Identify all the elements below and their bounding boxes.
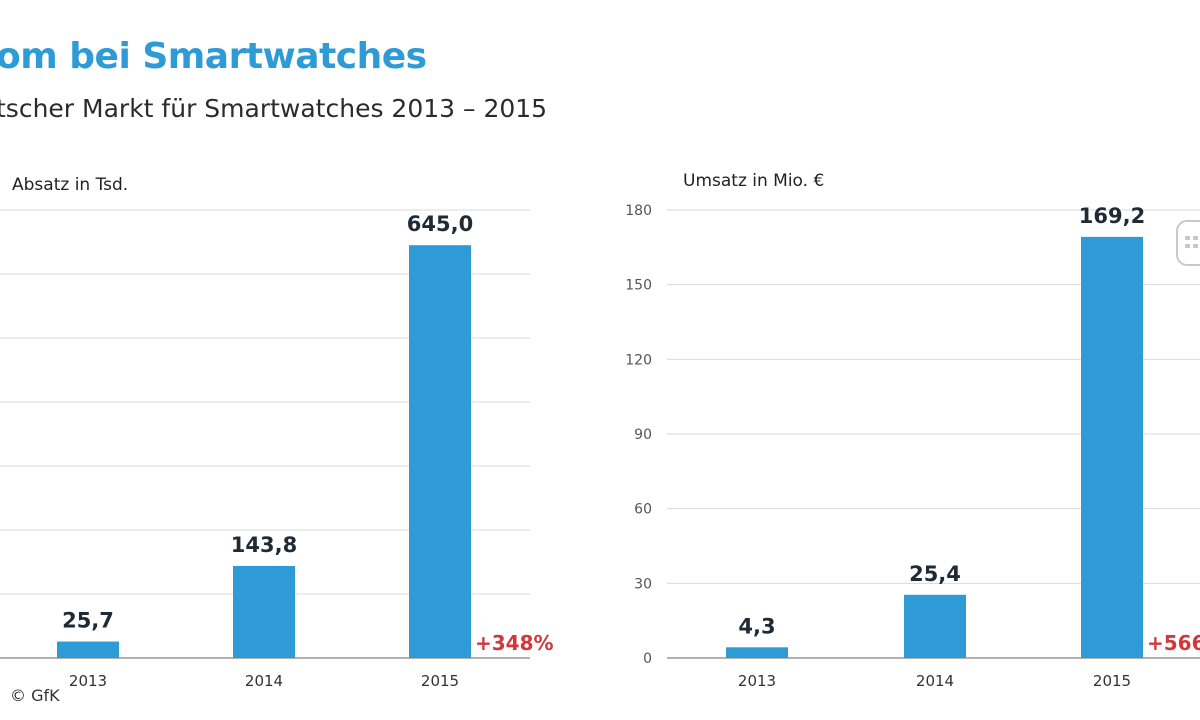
absatz-bar-2013 [57, 641, 119, 658]
umsatz-category-label: 2014 [916, 672, 954, 690]
absatz-bar-2014 [233, 565, 295, 658]
umsatz-ytick-label: 0 [643, 651, 652, 667]
umsatz-ytick-label: 180 [625, 203, 652, 219]
umsatz-ytick-label: 120 [625, 352, 652, 368]
chart-absatz-ylabel: Absatz in Tsd. [12, 175, 128, 195]
umsatz-category-label: 2015 [1093, 672, 1131, 690]
umsatz-category-label: 2013 [738, 672, 776, 690]
chart-umsatz-ylabel: Umsatz in Mio. € [683, 171, 824, 191]
umsatz-bar-2013 [726, 647, 788, 658]
umsatz-bar-2014 [904, 594, 966, 658]
gallery-icon[interactable] [1176, 220, 1200, 270]
absatz-value-label: 143,8 [231, 533, 297, 557]
chart-absatz: Absatz in Tsd. 25,7 2013 143,8 2014 645,0 201… [0, 175, 554, 690]
chart-subtitle: tscher Markt für Smartwatches 2013 – 201… [0, 94, 548, 123]
absatz-category-label: 2015 [421, 672, 459, 690]
umsatz-growth-label: +566 [1147, 631, 1200, 655]
umsatz-value-label: 4,3 [738, 614, 775, 638]
absatz-bar-2015 [409, 245, 471, 658]
copyright-notice: © GfK [10, 686, 60, 705]
umsatz-value-label: 169,2 [1079, 204, 1145, 228]
absatz-category-label: 2013 [69, 672, 107, 690]
umsatz-ytick-label: 90 [634, 427, 652, 443]
umsatz-ytick-label: 30 [634, 576, 652, 592]
umsatz-value-label: 25,4 [909, 562, 961, 586]
chart-umsatz: Umsatz in Mio. € 0 30 60 90 120 150 180 4,3 2013… [625, 171, 1200, 690]
umsatz-bar-2015 [1081, 236, 1143, 658]
absatz-growth-label: +348% [475, 631, 554, 655]
chart-title: om bei Smartwatches [0, 36, 427, 77]
absatz-value-label: 645,0 [407, 212, 473, 236]
umsatz-ytick-label: 150 [625, 278, 652, 294]
umsatz-ytick-label: 60 [634, 502, 652, 518]
absatz-category-label: 2014 [245, 672, 283, 690]
absatz-value-label: 25,7 [62, 609, 114, 633]
